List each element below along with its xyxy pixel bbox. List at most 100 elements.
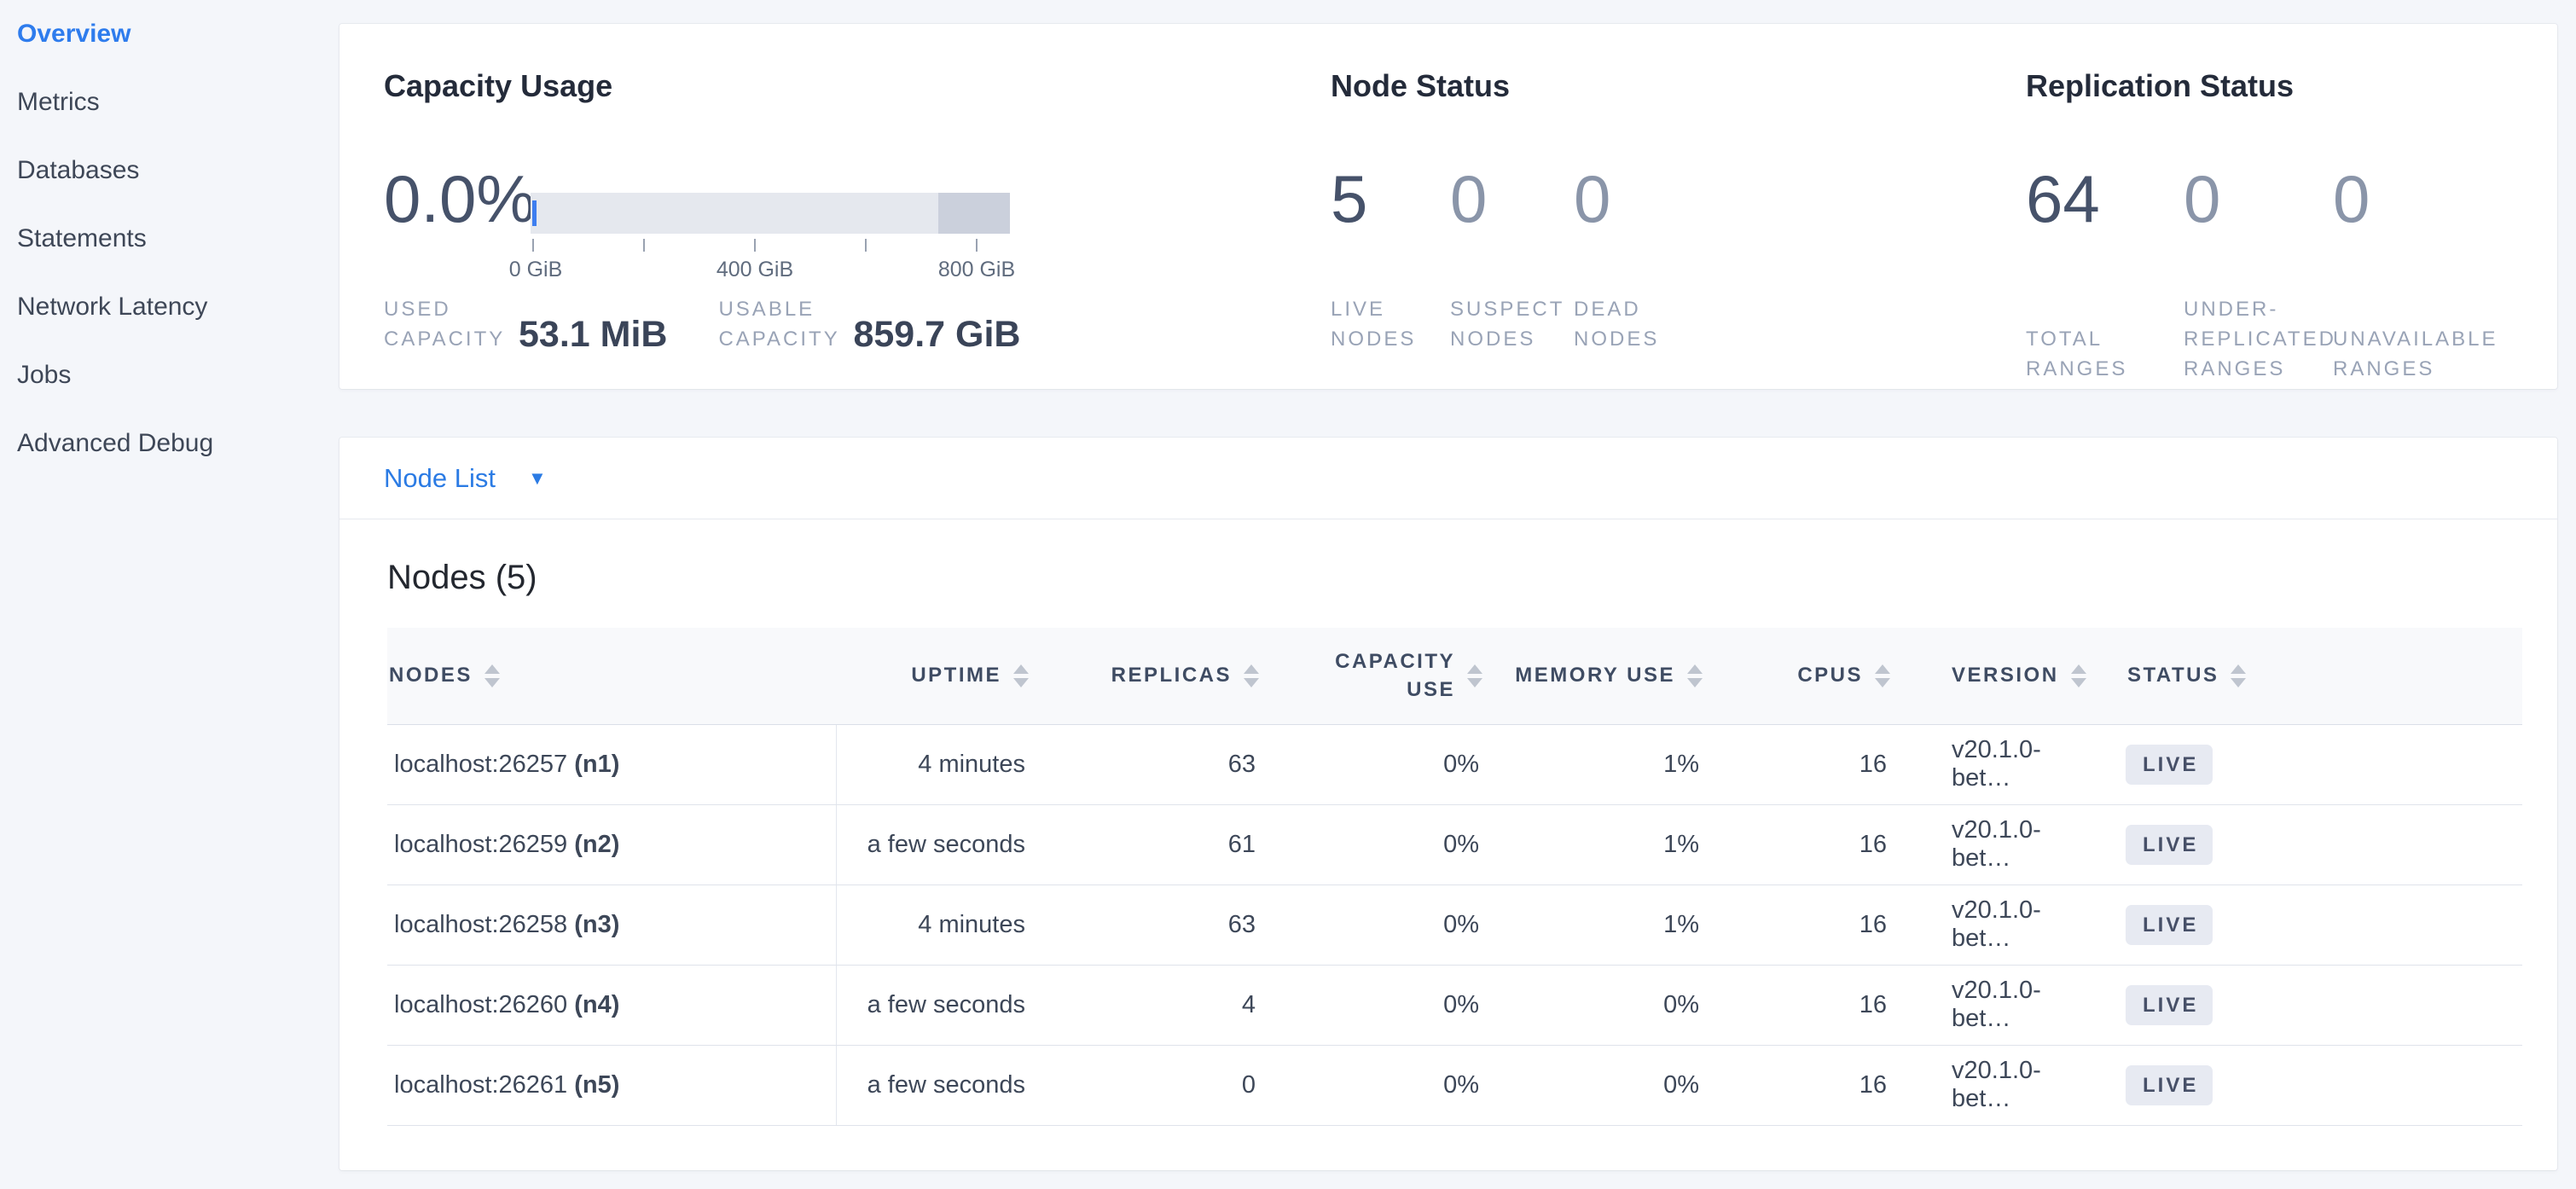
col-header-cpus[interactable]: CPUS xyxy=(1703,628,1890,725)
table-row-n1: localhost:26257 (n1) 4 minutes 63 0% 1% … xyxy=(387,724,2522,805)
version-cell: v20.1.0-bet… xyxy=(1890,884,2095,966)
node-id: (n1) xyxy=(574,750,620,778)
unavailable-ranges-label: UNAVAILABLE RANGES xyxy=(2333,327,2498,380)
capacity-usage-title: Capacity Usage xyxy=(384,68,613,103)
table-row-n2: localhost:26259 (n2) a few seconds 61 0%… xyxy=(387,804,2522,885)
status-badge: LIVE xyxy=(2126,1064,2213,1105)
sidebar-item-overview[interactable]: Overview xyxy=(17,20,131,48)
table-header-row: NODES UPTIME REPLICAS CAPACITY USE MEMOR… xyxy=(387,628,2522,725)
node-address-link[interactable]: localhost:26257 xyxy=(394,750,568,778)
node-address-link[interactable]: localhost:26261 xyxy=(394,1070,568,1099)
replicas-cell: 0 xyxy=(1029,1045,1259,1126)
node-list-card: Node List ▼ Nodes (5) NODES UPTIME REPL xyxy=(339,438,2557,1170)
total-ranges-count: 64 xyxy=(2026,161,2100,236)
node-list-dropdown-label[interactable]: Node List xyxy=(384,462,496,493)
col-header-uptime[interactable]: UPTIME xyxy=(836,628,1029,725)
capacity-axis-ticks xyxy=(531,239,1010,252)
status-badge: LIVE xyxy=(2126,824,2213,865)
version-cell: v20.1.0-bet… xyxy=(1890,804,2095,885)
col-header-capacity-use[interactable]: CAPACITY USE xyxy=(1259,628,1482,725)
cluster-summary-card: Capacity Usage 0.0% xyxy=(339,24,2557,389)
chevron-down-icon: ▼ xyxy=(527,467,547,489)
sort-icon xyxy=(1875,664,1890,687)
node-address-link[interactable]: localhost:26260 xyxy=(394,990,568,1018)
col-header-memory-use[interactable]: MEMORY USE xyxy=(1482,628,1703,725)
capacity-bar: 0 GiB 400 GiB 800 GiB xyxy=(509,193,1015,283)
sidebar-item-statements[interactable]: Statements xyxy=(17,224,147,252)
sidebar-item-network-latency[interactable]: Network Latency xyxy=(17,293,208,321)
node-id: (n5) xyxy=(574,1070,620,1099)
sidebar-item-metrics[interactable]: Metrics xyxy=(17,88,100,116)
col-header-replicas[interactable]: REPLICAS xyxy=(1029,628,1259,725)
memory-use-cell: 0% xyxy=(1482,965,1703,1046)
replicas-cell: 63 xyxy=(1029,884,1259,966)
version-cell: v20.1.0-bet… xyxy=(1890,1045,2095,1126)
sort-icon xyxy=(2231,664,2247,687)
capacity-usage-panel: Capacity Usage 0.0% xyxy=(384,24,1305,389)
version-cell: v20.1.0-bet… xyxy=(1890,965,2095,1046)
sidebar-item-jobs[interactable]: Jobs xyxy=(17,361,72,389)
uptime-cell: a few seconds xyxy=(836,965,1029,1046)
node-address-link[interactable]: localhost:26259 xyxy=(394,830,568,858)
memory-use-cell: 1% xyxy=(1482,804,1703,885)
node-id: (n4) xyxy=(574,990,620,1018)
capacity-use-cell: 0% xyxy=(1259,1045,1482,1126)
usable-capacity-label: USABLE CAPACITY xyxy=(718,298,840,351)
cpus-cell: 16 xyxy=(1703,1045,1890,1126)
sidebar: Overview Metrics Databases Statements Ne… xyxy=(0,0,333,1189)
usable-capacity-value: 859.7 GiB xyxy=(853,314,1021,356)
axis-label-400: 400 GiB xyxy=(716,258,794,281)
col-header-version[interactable]: VERSION xyxy=(1890,628,2095,725)
used-capacity-value: 53.1 MiB xyxy=(519,314,668,356)
capacity-use-cell: 0% xyxy=(1259,804,1482,885)
memory-use-cell: 0% xyxy=(1482,1045,1703,1126)
nodes-table-title: Nodes (5) xyxy=(387,559,537,596)
col-label-status: STATUS xyxy=(2127,664,2219,687)
uptime-cell: a few seconds xyxy=(836,1045,1029,1126)
replication-status-title: Replication Status xyxy=(2026,68,2295,103)
unavailable-ranges-count: 0 xyxy=(2333,161,2370,236)
sort-icon xyxy=(1687,664,1703,687)
nodes-table: NODES UPTIME REPLICAS CAPACITY USE MEMOR… xyxy=(387,628,2522,1126)
capacity-use-cell: 0% xyxy=(1259,724,1482,805)
live-nodes-count: 5 xyxy=(1331,161,1368,236)
uptime-cell: 4 minutes xyxy=(836,724,1029,805)
axis-label-800: 800 GiB xyxy=(937,258,1016,281)
sort-icon xyxy=(1013,664,1029,687)
sidebar-item-advanced-debug[interactable]: Advanced Debug xyxy=(17,429,214,457)
node-address-link[interactable]: localhost:26258 xyxy=(394,910,568,938)
col-label-replicas: REPLICAS xyxy=(1111,664,1232,687)
capacity-axis-labels: 0 GiB 400 GiB 800 GiB xyxy=(509,258,1015,283)
col-label-uptime: UPTIME xyxy=(911,664,1001,687)
used-capacity-label: USED CAPACITY xyxy=(384,298,506,351)
capacity-bar-other-segment xyxy=(938,193,1010,234)
node-id: (n2) xyxy=(574,830,620,858)
sort-icon xyxy=(1244,664,1259,687)
col-header-status[interactable]: STATUS xyxy=(2095,628,2522,725)
sidebar-item-databases[interactable]: Databases xyxy=(17,156,140,184)
replicas-cell: 4 xyxy=(1029,965,1259,1046)
version-cell: v20.1.0-bet… xyxy=(1890,724,2095,805)
axis-label-0: 0 GiB xyxy=(508,258,563,281)
col-header-nodes[interactable]: NODES xyxy=(387,628,836,725)
dead-nodes-label: DEAD NODES xyxy=(1574,298,1660,351)
replicas-cell: 63 xyxy=(1029,724,1259,805)
col-label-cpus: CPUS xyxy=(1797,664,1863,687)
dead-nodes-count: 0 xyxy=(1574,161,1611,236)
col-label-memory-use: MEMORY USE xyxy=(1515,664,1675,687)
col-label-nodes: NODES xyxy=(389,664,473,687)
node-list-dropdown[interactable]: Node List ▼ xyxy=(339,438,2557,519)
col-label-version: VERSION xyxy=(1952,664,2059,687)
capacity-bar-used-marker xyxy=(532,200,537,226)
status-badge: LIVE xyxy=(2126,744,2213,785)
uptime-cell: a few seconds xyxy=(836,804,1029,885)
replication-status-panel: Replication Status 64 0 0 TOTAL RANGES U… xyxy=(2026,24,2538,389)
cpus-cell: 16 xyxy=(1703,724,1890,805)
status-badge: LIVE xyxy=(2126,984,2213,1025)
capacity-percent: 0.0% xyxy=(384,161,536,236)
suspect-nodes-label: SUSPECT NODES xyxy=(1450,298,1564,351)
under-replicated-ranges-label: UNDER-REPLICATED RANGES xyxy=(2184,298,2336,380)
table-row-n5: localhost:26261 (n5) a few seconds 0 0% … xyxy=(387,1045,2522,1126)
status-badge: LIVE xyxy=(2126,904,2213,945)
